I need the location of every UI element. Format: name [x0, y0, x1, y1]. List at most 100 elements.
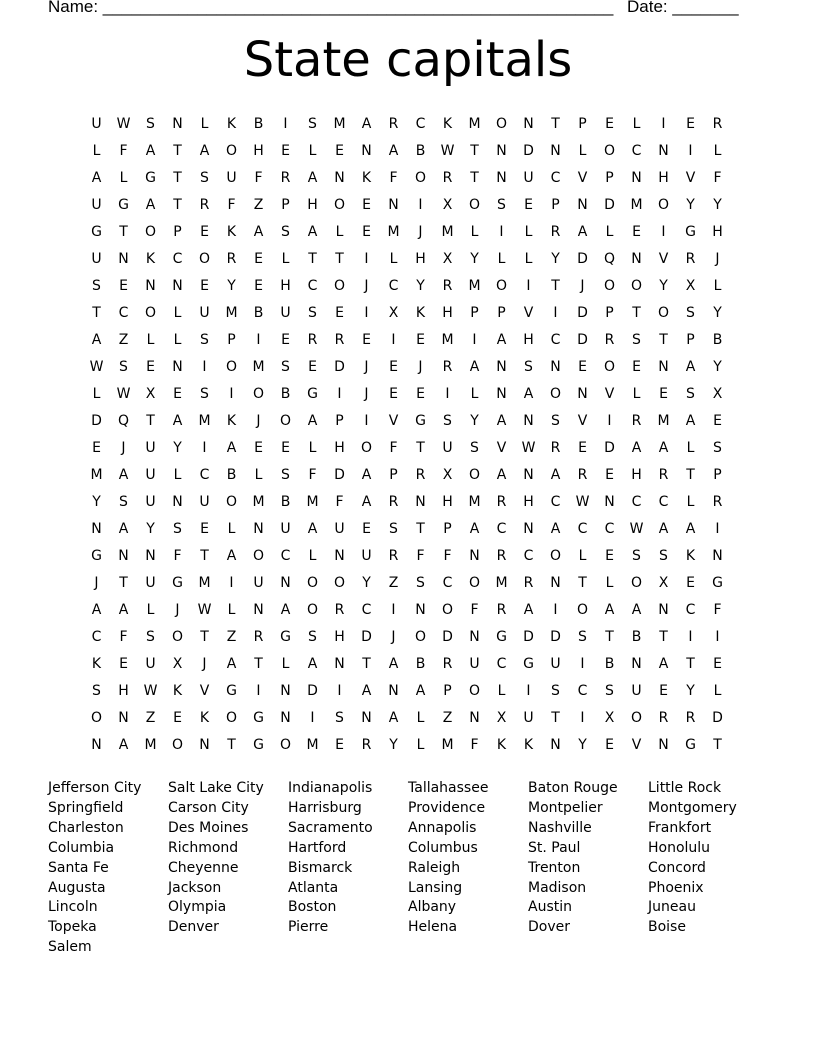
grid-letter: E — [335, 143, 344, 159]
grid-letter: S — [470, 440, 479, 456]
grid-letter: O — [549, 386, 562, 402]
grid-letter: C — [631, 494, 642, 510]
grid-letter: C — [550, 494, 561, 510]
grid-letter: S — [308, 629, 317, 645]
grid-letter: H — [712, 224, 723, 240]
grid-letter: N — [550, 737, 561, 753]
grid-letter: K — [361, 170, 372, 186]
grid-letter: O — [306, 602, 319, 618]
grid-letter: J — [715, 251, 720, 267]
grid-letter: C — [415, 116, 426, 132]
grid-letter: M — [387, 224, 400, 240]
grid-letter: G — [685, 737, 696, 753]
word-item: Atlanta — [288, 879, 339, 896]
grid-letter: N — [469, 548, 480, 564]
grid-letter: R — [604, 332, 615, 348]
grid-letter: N — [280, 683, 291, 699]
grid-letter: N — [172, 116, 183, 132]
grid-letter: E — [281, 440, 290, 456]
grid-letter: Y — [416, 278, 425, 294]
grid-letter: P — [227, 332, 236, 348]
grid-letter: S — [578, 629, 587, 645]
grid-letter: A — [307, 521, 318, 537]
word-item: Raleigh — [408, 859, 461, 876]
grid-letter: N — [172, 278, 183, 294]
grid-letter: N — [496, 143, 507, 159]
grid-letter: R — [577, 467, 588, 483]
grid-letter: A — [388, 143, 399, 159]
grid-letter: O — [495, 278, 508, 294]
grid-letter: K — [496, 737, 507, 753]
grid-letter: O — [225, 710, 238, 726]
grid-letter: G — [685, 224, 696, 240]
word-item: Annapolis — [408, 819, 477, 836]
word-item: Tallahassee — [408, 780, 489, 796]
grid-letter: N — [334, 170, 345, 186]
grid-letter: A — [361, 683, 372, 699]
grid-letter: N — [280, 575, 291, 591]
grid-letter: S — [146, 116, 155, 132]
word-item: Cheyenne — [168, 859, 239, 876]
grid-letter: P — [470, 305, 479, 321]
grid-letter: T — [551, 278, 560, 294]
grid-letter: T — [92, 305, 101, 321]
grid-letter: Y — [470, 251, 479, 267]
grid-letter: D — [334, 359, 345, 375]
grid-letter: X — [658, 575, 669, 591]
grid-letter: N — [550, 359, 561, 375]
grid-letter: R — [496, 494, 507, 510]
grid-letter: E — [713, 413, 722, 429]
grid-letter: W — [575, 494, 590, 510]
grid-letter: Z — [226, 629, 237, 645]
grid-letter: I — [283, 116, 288, 132]
grid-letter: N — [550, 143, 561, 159]
grid-letter: Y — [92, 494, 101, 510]
grid-letter: S — [713, 440, 722, 456]
grid-letter: N — [496, 359, 507, 375]
word-item: Albany — [408, 899, 457, 916]
grid-letter: N — [199, 737, 210, 753]
grid-letter: O — [252, 386, 265, 402]
grid-letter: R — [361, 737, 372, 753]
grid-letter: A — [361, 467, 372, 483]
word-item: Santa Fe — [48, 859, 109, 876]
grid-letter: M — [198, 413, 211, 429]
grid-letter: L — [632, 386, 641, 402]
grid-letter: T — [200, 548, 209, 564]
grid-letter: N — [145, 548, 156, 564]
grid-letter: N — [523, 413, 534, 429]
grid-letter: N — [361, 710, 372, 726]
grid-letter: P — [605, 305, 614, 321]
grid-letter: A — [685, 359, 696, 375]
grid-letter: B — [631, 629, 642, 645]
word-item: Lincoln — [48, 899, 98, 916]
grid-letter: E — [389, 386, 398, 402]
grid-letter: I — [337, 386, 342, 402]
grid-letter: D — [577, 332, 588, 348]
grid-letter: M — [306, 494, 319, 510]
grid-letter: E — [362, 521, 371, 537]
grid-letter: F — [416, 548, 425, 564]
grid-letter: J — [391, 629, 396, 645]
grid-letter: U — [442, 440, 453, 456]
grid-letter: I — [310, 710, 315, 726]
grid-letter: S — [281, 359, 290, 375]
grid-letter: U — [523, 170, 534, 186]
grid-letter: T — [686, 656, 695, 672]
grid-letter: L — [254, 467, 263, 483]
grid-letter: D — [604, 197, 615, 213]
grid-letter: X — [145, 386, 156, 402]
grid-letter: L — [146, 332, 155, 348]
grid-letter: N — [145, 278, 156, 294]
grid-letter: A — [388, 710, 399, 726]
grid-letter: O — [333, 575, 346, 591]
grid-letter: K — [91, 656, 102, 672]
grid-letter: Z — [118, 332, 129, 348]
grid-letter: D — [577, 305, 588, 321]
grid-letter: L — [416, 737, 425, 753]
grid-letter: P — [335, 413, 344, 429]
